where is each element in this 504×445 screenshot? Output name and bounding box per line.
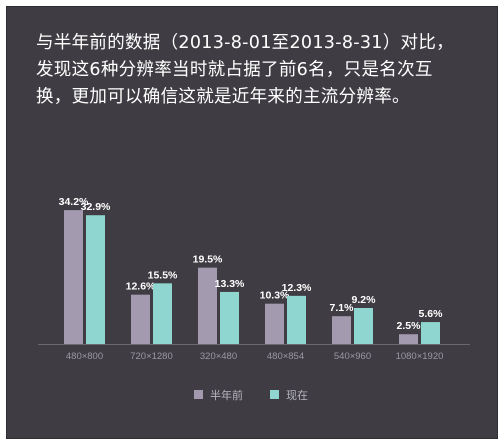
x-tick-label-2: 320×480 [200, 351, 237, 362]
bar-current-1 [153, 283, 172, 344]
bar-current-3 [287, 295, 306, 344]
bar-current-5 [421, 322, 440, 344]
value-label-previous-2: 19.5% [193, 254, 223, 266]
bar-previous-2 [198, 267, 217, 344]
legend-swatch-previous [194, 390, 203, 399]
value-label-previous-1: 12.6% [126, 281, 156, 293]
value-label-previous-5: 2.5% [397, 320, 422, 332]
value-label-current-3: 12.3% [282, 282, 312, 294]
description-text: 与半年前的数据（2013-8-01至2013-8-31）对比，发现这6种分辨率当… [36, 33, 454, 107]
bar-previous-3 [265, 303, 284, 344]
bar-previous-5 [399, 334, 418, 344]
bar-current-0 [86, 215, 105, 344]
value-label-previous-3: 10.3% [260, 290, 290, 302]
bar-previous-4 [332, 316, 351, 344]
value-label-current-2: 13.3% [215, 278, 245, 290]
bar-previous-1 [131, 294, 150, 344]
legend-label-current: 现在 [286, 389, 308, 402]
legend-swatch-current [270, 390, 279, 399]
x-tick-label-5: 1080×1920 [396, 351, 444, 362]
value-label-current-5: 5.6% [419, 308, 444, 320]
x-tick-label-4: 540×960 [334, 351, 371, 362]
bar-current-2 [220, 291, 239, 344]
value-label-current-0: 32.9% [81, 201, 111, 213]
legend-label-previous: 半年前 [210, 388, 243, 402]
value-label-current-4: 9.2% [352, 294, 377, 306]
value-label-previous-4: 7.1% [330, 302, 355, 314]
x-tick-label-1: 720×1280 [130, 351, 173, 362]
bar-current-4 [354, 307, 373, 344]
x-tick-label-0: 480×800 [66, 351, 103, 362]
value-label-current-1: 15.5% [148, 269, 178, 281]
x-tick-label-3: 480×854 [267, 351, 304, 362]
value-label-previous-0: 34.2% [59, 196, 89, 208]
bar-previous-0 [64, 210, 83, 344]
